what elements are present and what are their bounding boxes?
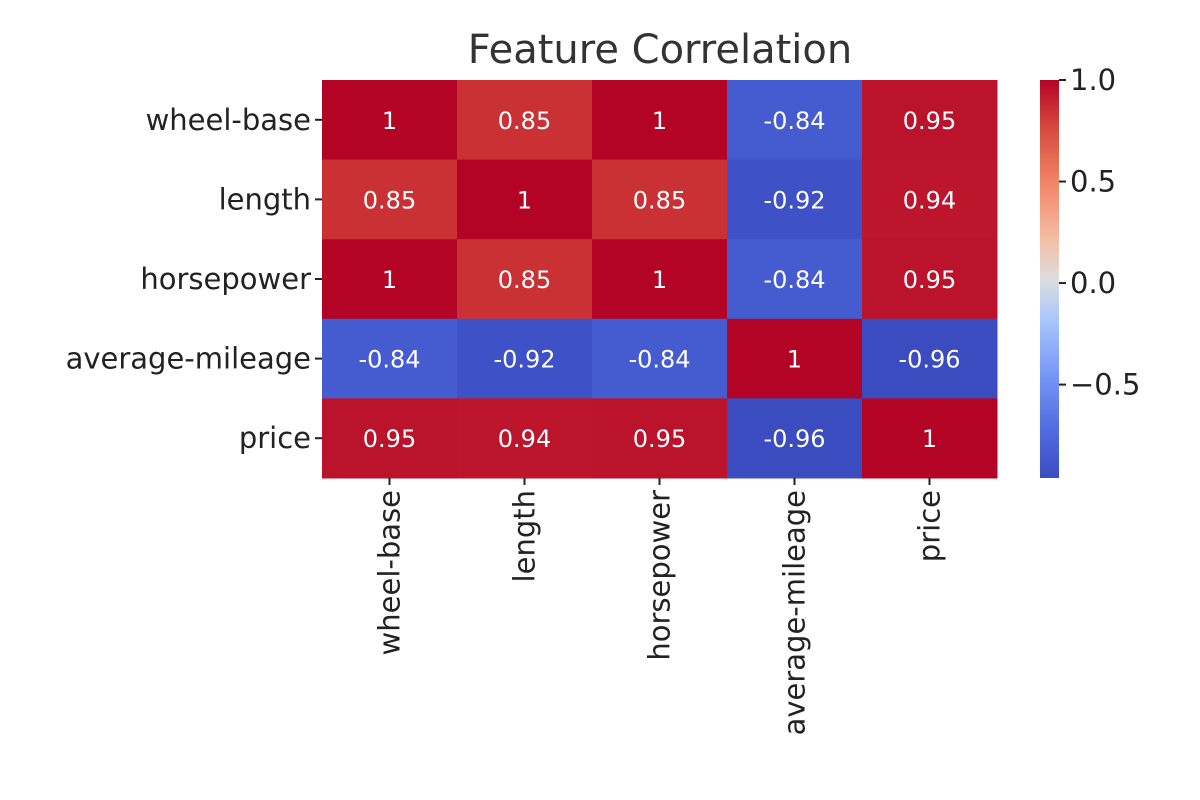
row-label: length [219, 182, 311, 216]
heatmap-cells: 1 0.85 1 -0.84 0.95 0.85 1 0.85 -0.92 0.94 1 0.85 1 -… [322, 80, 998, 479]
heatmap-cell [457, 318, 593, 399]
cell-value-label: -0.84 [763, 107, 825, 135]
cell-value-label: 0.94 [498, 425, 551, 453]
heatmap-cell [727, 318, 863, 399]
heatmap-cell [862, 80, 998, 161]
row-label: wheel-base [146, 103, 311, 137]
cell-value-label: 1 [382, 266, 397, 294]
heatmap-cell [592, 398, 728, 479]
heatmap-cell [592, 239, 728, 320]
cell-value-label: 0.95 [363, 425, 416, 453]
heatmap-cell [727, 159, 863, 240]
heatmap-cell [322, 159, 458, 240]
heatmap-cell [592, 318, 728, 399]
cell-value-label: 1 [787, 346, 802, 374]
cell-value-label: -0.84 [358, 346, 420, 374]
heatmap-cell [862, 318, 998, 399]
column-label: wheel-base [373, 490, 407, 655]
row-label: horsepower [140, 262, 311, 296]
cell-value-label: 1 [517, 186, 532, 214]
heatmap-cell [322, 239, 458, 320]
colorbar-tick-label: −0.5 [1070, 368, 1140, 402]
column-label: length [508, 490, 542, 582]
heatmap-cell [862, 398, 998, 479]
row-labels: wheel-base length horsepower average-mileag… [66, 103, 322, 455]
heatmap-cell [322, 398, 458, 479]
cell-value-label: 0.95 [903, 107, 956, 135]
cell-value-label: -0.84 [628, 346, 690, 374]
cell-value-label: -0.96 [763, 425, 825, 453]
colorbar-tick-label: 1.0 [1070, 63, 1116, 97]
row-label: price [239, 421, 311, 455]
heatmap-cell [592, 159, 728, 240]
heatmap-cell [862, 159, 998, 240]
heatmap-cell [457, 398, 593, 479]
column-labels: wheel-base length horsepower average-mileag… [373, 478, 947, 735]
chart-title: Feature Correlation [468, 27, 852, 73]
cell-value-label: 1 [382, 107, 397, 135]
column-label: price [913, 490, 947, 562]
colorbar-bar [1040, 80, 1059, 478]
cell-value-label: 1 [652, 266, 667, 294]
cell-value-label: -0.96 [898, 346, 960, 374]
cell-value-label: -0.92 [763, 186, 825, 214]
heatmap-cell [592, 80, 728, 161]
column-label: horsepower [643, 490, 677, 661]
cell-value-label: -0.84 [763, 266, 825, 294]
cell-value-label: 0.95 [633, 425, 686, 453]
heatmap-cell [727, 239, 863, 320]
cell-value-label: 0.85 [363, 186, 416, 214]
heatmap-cell [862, 239, 998, 320]
heatmap-cell [322, 80, 458, 161]
cell-value-label: 0.85 [633, 186, 686, 214]
colorbar-tick-label: 0.0 [1070, 266, 1116, 300]
cell-value-label: 0.85 [498, 107, 551, 135]
colorbar-tick-label: 0.5 [1070, 165, 1116, 199]
column-label: average-mileage [778, 490, 812, 735]
heatmap-cell [457, 80, 593, 161]
colorbar: 1.0 0.5 0.0 −0.5 [1040, 63, 1140, 478]
cell-value-label: 0.95 [903, 266, 956, 294]
cell-value-label: 1 [922, 425, 937, 453]
cell-value-label: 0.94 [903, 186, 956, 214]
heatmap-cell [322, 318, 458, 399]
row-label: average-mileage [66, 342, 311, 376]
cell-value-label: 1 [652, 107, 667, 135]
heatmap-cell [457, 159, 593, 240]
heatmap-cell [727, 80, 863, 161]
cell-value-label: 0.85 [498, 266, 551, 294]
cell-value-label: -0.92 [493, 346, 555, 374]
heatmap-cell [727, 398, 863, 479]
heatmap-cell [457, 239, 593, 320]
